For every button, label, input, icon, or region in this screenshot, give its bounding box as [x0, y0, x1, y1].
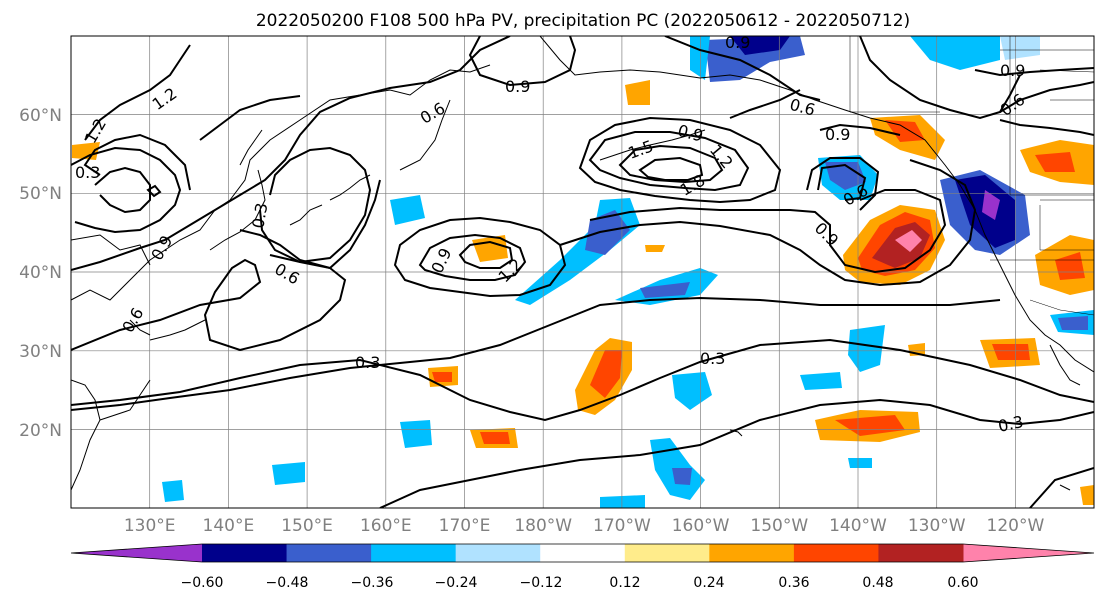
lon-label: 160°W [672, 516, 730, 536]
boundaries [849, 36, 1094, 316]
lon-label: 140°W [829, 516, 887, 536]
colorbar-tick-label: 0.48 [862, 575, 893, 591]
colorbar-outline [70, 543, 1095, 563]
figure-title: 2022050200 F108 500 hPa PV, precipitatio… [256, 11, 910, 31]
lon-label: 170°W [593, 516, 651, 536]
colorbar-swatch [624, 544, 710, 562]
lat-label: 60°N [19, 106, 62, 126]
colorbar-swatch [878, 544, 964, 562]
contour-label: 0.9 [505, 77, 530, 96]
lat-label: 30°N [19, 342, 62, 362]
lon-label: 150°E [281, 516, 333, 536]
map-frame [70, 35, 1095, 509]
contour-label: 0.9 [725, 33, 750, 52]
colorbar-swatch [202, 544, 288, 562]
lon-label: 120°W [987, 516, 1045, 536]
colorbar-tick-label: −0.12 [520, 575, 563, 591]
precipitation-fill [72, 36, 1094, 508]
contour-label: 0.3 [355, 353, 380, 372]
lat-label: 50°N [19, 184, 62, 204]
colorbar-tick-label: −0.36 [351, 575, 394, 591]
map-panel: 1.2 1.2 0.9 0.6 0.6 0.3 0.9 0.6 0.9 0.9 … [70, 33, 1095, 509]
colorbar-extend-max [963, 544, 1094, 562]
colorbar-tick-label: −0.48 [266, 575, 309, 591]
colorbar-swatch [286, 544, 372, 562]
coastlines [71, 36, 1094, 491]
longitude-labels: 130°E 140°E 150°E 160°E 170°E 180°W 170°… [124, 516, 1045, 536]
contour-label: 0.3 [248, 201, 271, 229]
contour-label: 0.9 [825, 125, 850, 144]
colorbar-swatch [371, 544, 457, 562]
latitude-labels: 60°N 50°N 40°N 30°N 20°N [19, 106, 62, 441]
contour-label: 0.3 [75, 163, 100, 182]
colorbar-swatch [709, 544, 795, 562]
lon-label: 150°W [750, 516, 808, 536]
lon-label: 170°E [439, 516, 491, 536]
contour-label: 0.3 [700, 349, 725, 368]
contour-label: 0.3 [996, 412, 1025, 436]
colorbar-tick-label: −0.60 [181, 575, 224, 591]
lon-label: 140°E [203, 516, 255, 536]
lat-label: 20°N [19, 421, 62, 441]
lon-label: 130°W [908, 516, 966, 536]
contour-label: 0.9 [1000, 61, 1025, 80]
colorbar-tick-label: 0.12 [609, 575, 640, 591]
lon-label: 180°W [514, 516, 572, 536]
colorbar-tick-label: 0.24 [693, 575, 724, 591]
lon-label: 130°E [124, 516, 176, 536]
colorbar-tick-label: 0.60 [947, 575, 978, 591]
colorbar-swatch [793, 544, 879, 562]
colorbar-swatch [540, 544, 626, 562]
pv-contours [71, 36, 1094, 508]
lat-label: 40°N [19, 263, 62, 283]
colorbar-tick-labels: −0.60 −0.48 −0.36 −0.24 −0.12 0.12 0.24 … [181, 575, 979, 591]
lon-label: 160°E [360, 516, 412, 536]
colorbar-tick-label: 0.36 [778, 575, 809, 591]
colorbar [70, 543, 1095, 563]
colorbar-swatch [455, 544, 541, 562]
colorbar-extend-min [71, 544, 202, 562]
colorbar-tick-label: −0.24 [435, 575, 478, 591]
